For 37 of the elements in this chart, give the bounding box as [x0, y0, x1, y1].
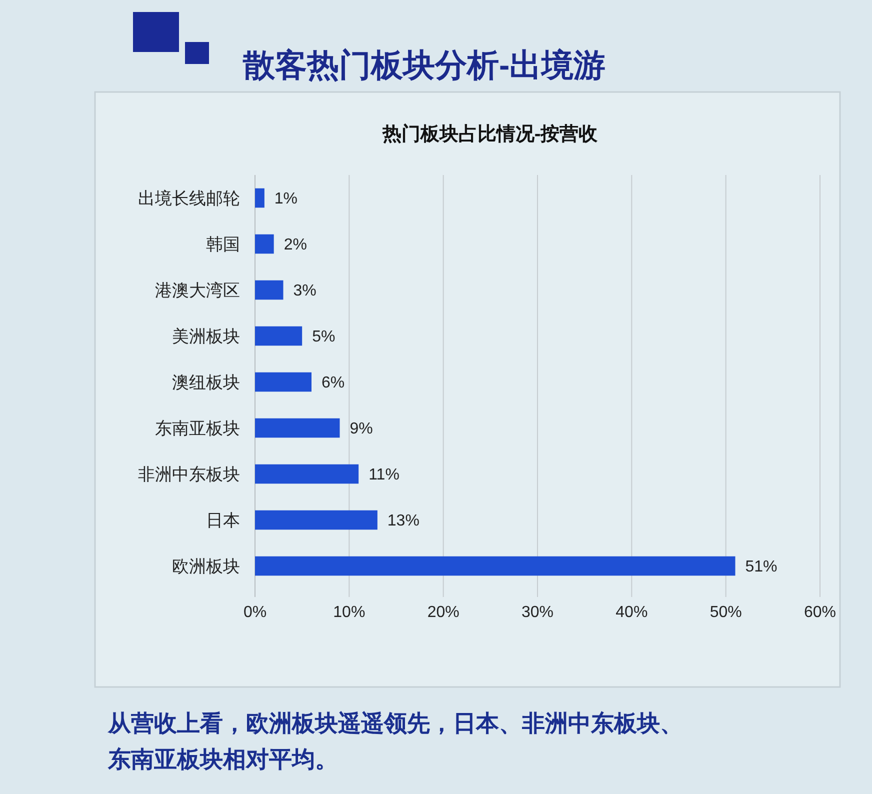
data-label: 1% [274, 190, 298, 208]
x-tick-label: 50% [710, 604, 742, 621]
chart-subtitle: 热门板块占比情况-按营收 [381, 123, 599, 145]
bar [255, 510, 378, 530]
data-label: 11% [368, 466, 400, 484]
y-tick-label: 韩国 [206, 234, 240, 254]
chart-title: 散客热门板块分析-出境游 [242, 47, 606, 83]
x-tick-label: 20% [427, 604, 460, 621]
x-tick-label: 0% [243, 604, 267, 621]
x-tick-label: 30% [521, 604, 554, 621]
y-tick-label: 非洲中东板块 [138, 464, 240, 484]
data-label: 5% [312, 328, 336, 346]
x-tick-label: 60% [804, 604, 836, 621]
y-tick-label: 澳纽板块 [172, 372, 240, 392]
data-label: 13% [387, 512, 420, 530]
bar [255, 280, 284, 300]
bar [255, 326, 302, 346]
x-tick-label: 10% [333, 604, 366, 621]
data-label: 2% [284, 236, 307, 254]
bar [255, 188, 264, 208]
bar [255, 556, 736, 576]
data-label: 9% [350, 420, 373, 438]
y-tick-label: 东南亚板块 [155, 418, 240, 438]
bar [255, 418, 340, 438]
y-tick-label: 港澳大湾区 [155, 280, 240, 300]
x-tick-label: 40% [616, 604, 648, 621]
y-tick-label: 美洲板块 [172, 326, 240, 346]
data-label: 6% [322, 374, 345, 392]
bar [255, 372, 312, 392]
y-tick-label: 日本 [206, 510, 240, 530]
y-tick-label: 出境长线邮轮 [138, 188, 240, 208]
data-label: 51% [745, 558, 778, 576]
bar [255, 464, 359, 484]
y-tick-label: 欧洲板块 [172, 556, 240, 576]
data-label: 3% [293, 282, 316, 300]
bar [255, 234, 274, 254]
text: 从营收上看，欧洲板块遥遥领先，日本、非洲中东板块、东南亚板块相对平均。 [107, 710, 683, 772]
